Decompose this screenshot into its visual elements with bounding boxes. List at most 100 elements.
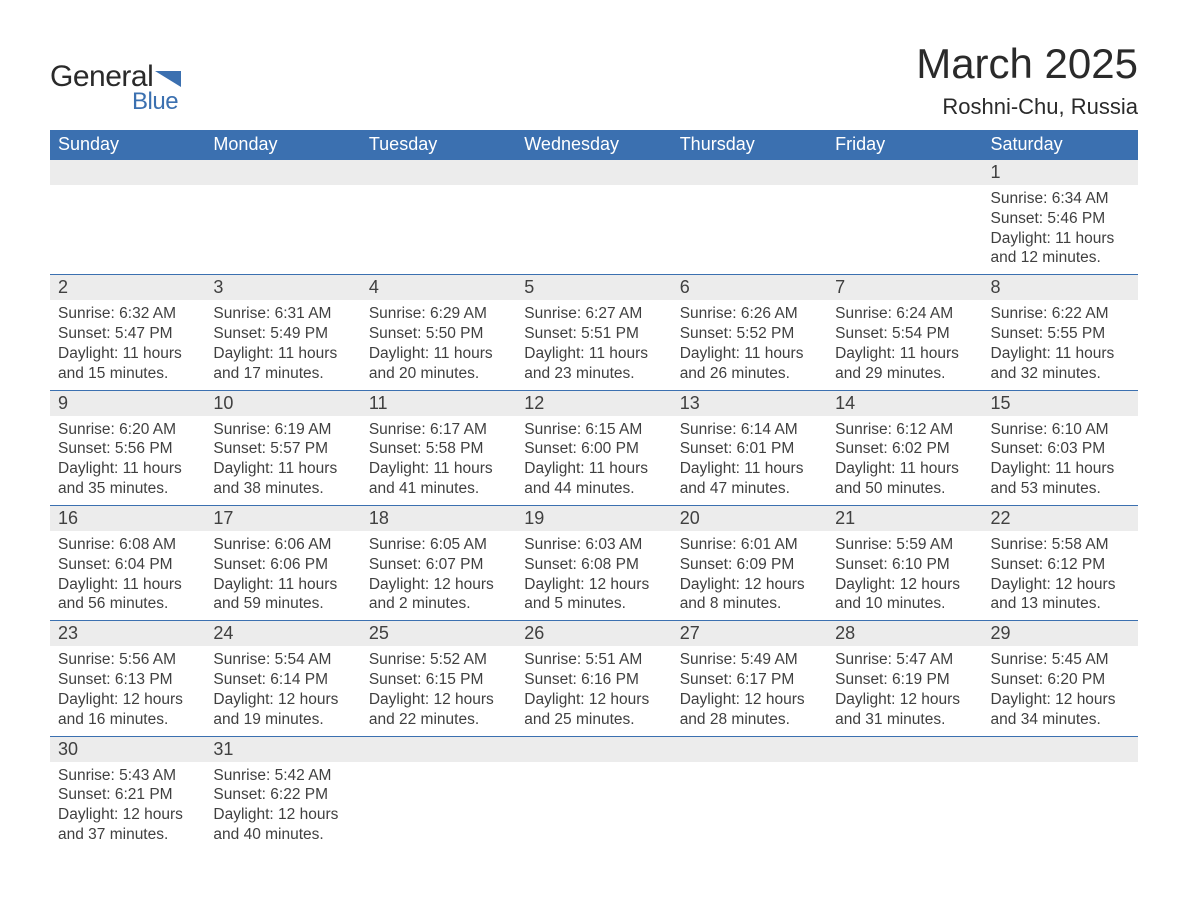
day-number: 1: [991, 162, 1001, 182]
daynum-row: 9101112131415: [50, 390, 1138, 416]
day-number-cell: 7: [827, 275, 982, 301]
day-number-cell: 27: [672, 621, 827, 647]
day-detail-cell: [827, 762, 982, 851]
day-number: 21: [835, 508, 855, 528]
day-detail-cell: Sunrise: 6:12 AMSunset: 6:02 PMDaylight:…: [827, 416, 982, 506]
daylight-text: Daylight: 12 hours and 8 minutes.: [680, 575, 819, 615]
day-number-cell: [361, 736, 516, 762]
day-detail-cell: [516, 185, 671, 275]
details-row: Sunrise: 6:20 AMSunset: 5:56 PMDaylight:…: [50, 416, 1138, 506]
day-detail-cell: [50, 185, 205, 275]
day-number: 8: [991, 277, 1001, 297]
day-number-cell: [361, 160, 516, 186]
day-detail-cell: Sunrise: 6:26 AMSunset: 5:52 PMDaylight:…: [672, 300, 827, 390]
day-header: Monday: [205, 130, 360, 160]
day-number-cell: 24: [205, 621, 360, 647]
day-detail-cell: Sunrise: 6:14 AMSunset: 6:01 PMDaylight:…: [672, 416, 827, 506]
sunrise-text: Sunrise: 5:47 AM: [835, 650, 974, 670]
sunset-text: Sunset: 5:51 PM: [524, 324, 663, 344]
sunset-text: Sunset: 6:10 PM: [835, 555, 974, 575]
day-number: 15: [991, 393, 1011, 413]
sunset-text: Sunset: 6:19 PM: [835, 670, 974, 690]
sunrise-text: Sunrise: 5:56 AM: [58, 650, 197, 670]
day-detail-cell: Sunrise: 5:54 AMSunset: 6:14 PMDaylight:…: [205, 646, 360, 736]
sunset-text: Sunset: 6:02 PM: [835, 439, 974, 459]
daynum-row: 3031: [50, 736, 1138, 762]
daylight-text: Daylight: 12 hours and 25 minutes.: [524, 690, 663, 730]
day-number: 9: [58, 393, 68, 413]
day-header: Sunday: [50, 130, 205, 160]
details-row: Sunrise: 6:32 AMSunset: 5:47 PMDaylight:…: [50, 300, 1138, 390]
sunrise-text: Sunrise: 6:08 AM: [58, 535, 197, 555]
day-number-cell: [50, 160, 205, 186]
daylight-text: Daylight: 11 hours and 47 minutes.: [680, 459, 819, 499]
day-number: 20: [680, 508, 700, 528]
details-row: Sunrise: 5:56 AMSunset: 6:13 PM Daylight:…: [50, 646, 1138, 736]
day-number-cell: 25: [361, 621, 516, 647]
sunrise-text: Sunrise: 5:51 AM: [524, 650, 663, 670]
sunrise-text: Sunrise: 6:05 AM: [369, 535, 508, 555]
sunset-text: Sunset: 6:21 PM: [58, 785, 197, 805]
daylight-text: Daylight: 11 hours and 56 minutes.: [58, 575, 197, 615]
daylight-text: Daylight: 11 hours and 15 minutes.: [58, 344, 197, 384]
day-number-cell: 19: [516, 505, 671, 531]
location-label: Roshni-Chu, Russia: [916, 94, 1138, 120]
daylight-text: Daylight: 12 hours and 13 minutes.: [991, 575, 1130, 615]
daylight-text: Daylight: 12 hours and 40 minutes.: [213, 805, 352, 845]
day-number-cell: 14: [827, 390, 982, 416]
daynum-row: 16171819202122: [50, 505, 1138, 531]
day-header: Wednesday: [516, 130, 671, 160]
day-header-row: Sunday Monday Tuesday Wednesday Thursday…: [50, 130, 1138, 160]
header-row: General Blue March 2025 Roshni-Chu, Russ…: [50, 40, 1138, 120]
sunset-text: Sunset: 5:54 PM: [835, 324, 974, 344]
sunset-text: Sunset: 6:09 PM: [680, 555, 819, 575]
sunset-text: Sunset: 5:55 PM: [991, 324, 1130, 344]
daylight-text: Daylight: 12 hours and 22 minutes.: [369, 690, 508, 730]
sunset-text: Sunset: 6:06 PM: [213, 555, 352, 575]
daylight-text: Daylight: 11 hours and 35 minutes.: [58, 459, 197, 499]
day-number-cell: [672, 160, 827, 186]
day-number-cell: 17: [205, 505, 360, 531]
day-header: Thursday: [672, 130, 827, 160]
day-number-cell: 8: [983, 275, 1138, 301]
day-number-cell: 20: [672, 505, 827, 531]
month-title: March 2025: [916, 40, 1138, 88]
day-number: 26: [524, 623, 544, 643]
day-number-cell: 31: [205, 736, 360, 762]
calendar-table: Sunday Monday Tuesday Wednesday Thursday…: [50, 130, 1138, 851]
sunset-text: Sunset: 6:14 PM: [213, 670, 352, 690]
day-number-cell: 30: [50, 736, 205, 762]
day-detail-cell: Sunrise: 6:24 AMSunset: 5:54 PMDaylight:…: [827, 300, 982, 390]
daylight-text: Daylight: 11 hours and 12 minutes.: [991, 229, 1130, 269]
day-number-cell: 11: [361, 390, 516, 416]
day-detail-cell: Sunrise: 6:27 AMSunset: 5:51 PMDaylight:…: [516, 300, 671, 390]
sunset-text: Sunset: 5:49 PM: [213, 324, 352, 344]
sunset-text: Sunset: 6:13 PM: [58, 670, 197, 690]
sunrise-text: Sunrise: 5:59 AM: [835, 535, 974, 555]
daylight-text: Daylight: 11 hours and 32 minutes.: [991, 344, 1130, 384]
day-number: 24: [213, 623, 233, 643]
sunset-text: Sunset: 6:01 PM: [680, 439, 819, 459]
sunrise-text: Sunrise: 5:45 AM: [991, 650, 1130, 670]
day-number-cell: 6: [672, 275, 827, 301]
sunrise-text: Sunrise: 6:06 AM: [213, 535, 352, 555]
sunrise-text: Sunrise: 5:58 AM: [991, 535, 1130, 555]
sunrise-text: Sunrise: 5:43 AM: [58, 766, 197, 786]
details-row: Sunrise: 6:08 AMSunset: 6:04 PMDaylight:…: [50, 531, 1138, 621]
sunrise-text: Sunrise: 6:10 AM: [991, 420, 1130, 440]
day-number: 6: [680, 277, 690, 297]
day-detail-cell: [516, 762, 671, 851]
day-detail-cell: Sunrise: 5:43 AMSunset: 6:21 PMDaylight:…: [50, 762, 205, 851]
day-number: 11: [369, 393, 388, 413]
daylight-text: Daylight: 11 hours and 23 minutes.: [524, 344, 663, 384]
day-number-cell: 15: [983, 390, 1138, 416]
day-number-cell: 29: [983, 621, 1138, 647]
day-number-cell: 13: [672, 390, 827, 416]
daylight-text: Daylight: 11 hours and 59 minutes.: [213, 575, 352, 615]
day-detail-cell: Sunrise: 6:32 AMSunset: 5:47 PMDaylight:…: [50, 300, 205, 390]
sunrise-text: Sunrise: 6:22 AM: [991, 304, 1130, 324]
day-detail-cell: Sunrise: 6:22 AMSunset: 5:55 PMDaylight:…: [983, 300, 1138, 390]
day-number: 14: [835, 393, 855, 413]
day-number-cell: 2: [50, 275, 205, 301]
day-number: 17: [213, 508, 233, 528]
